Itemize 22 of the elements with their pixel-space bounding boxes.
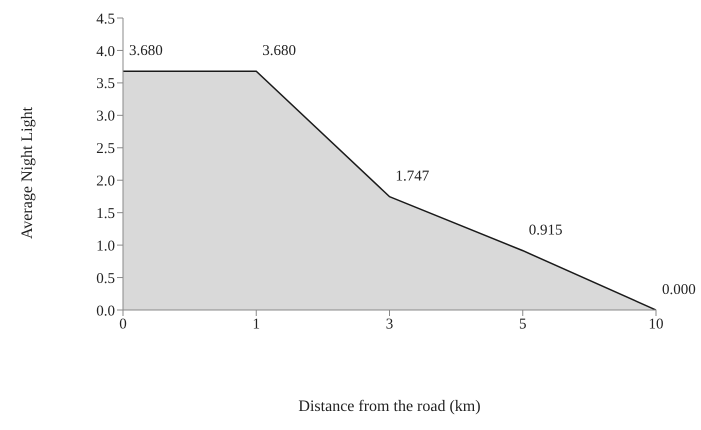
y-tick-label: 4.0	[96, 44, 115, 60]
x-tick-label: 3	[386, 316, 394, 333]
x-axis-title: Distance from the road (km)	[297, 398, 482, 416]
y-tick-label: 1.5	[96, 206, 115, 222]
y-tick-label: 0.0	[96, 303, 115, 320]
x-tick-label: 5	[519, 316, 526, 333]
y-tick-label: 0.5	[96, 270, 115, 287]
data-label: 0.000	[662, 282, 696, 298]
y-tick-label: 2.0	[96, 174, 115, 190]
x-tick-label: 10	[648, 316, 664, 333]
y-tick-label: 3.5	[96, 76, 115, 92]
data-label: 0.915	[528, 222, 562, 239]
data-label: 1.747	[396, 168, 430, 185]
y-tick-label: 1.0	[96, 238, 115, 254]
y-tick-label: 2.5	[96, 141, 115, 158]
x-tick-label: 0	[119, 316, 127, 333]
y-tick-label: 3.0	[96, 108, 115, 125]
y-axis-title: Average Night Light	[19, 106, 37, 240]
data-label: 3.680	[262, 43, 296, 60]
data-label: 3.680	[129, 43, 163, 60]
y-tick-label: 4.5	[96, 11, 115, 28]
x-tick-label: 1	[252, 316, 260, 333]
